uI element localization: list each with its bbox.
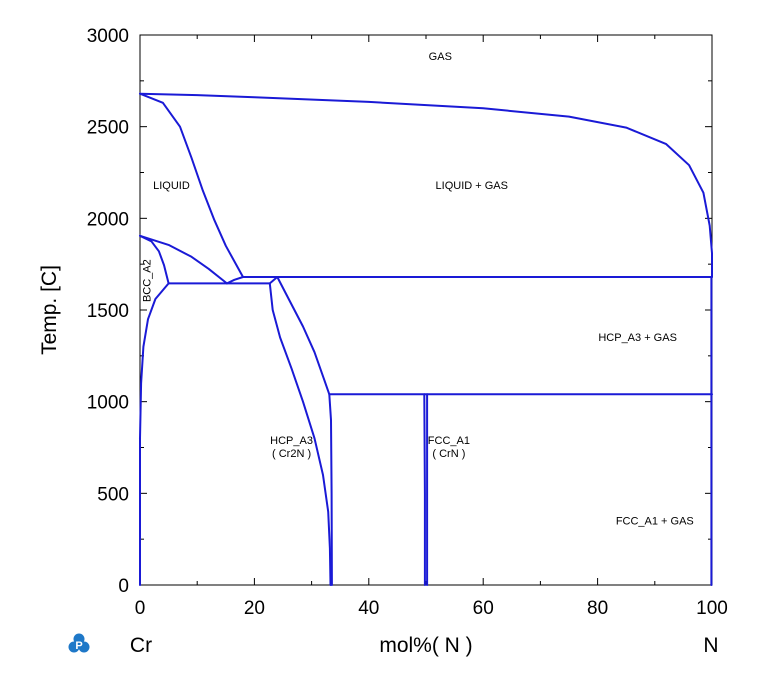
region-label: GAS <box>429 51 452 63</box>
phase-boundary-line <box>139 234 170 285</box>
x-axis-title: mol%( N ) <box>379 634 472 657</box>
y-tick-label: 1000 <box>87 393 129 414</box>
region-label: BCC_A2 <box>141 259 153 302</box>
x-tick-label: 40 <box>358 598 379 619</box>
region-label: LIQUID + GAS <box>436 180 508 192</box>
y-tick-label: 3000 <box>87 26 129 47</box>
region-label: HCP_A3 + GAS <box>598 332 677 344</box>
phase-boundary-line <box>225 276 713 285</box>
y-axis-title: Temp. [C] <box>38 265 61 355</box>
phase-boundary-line <box>423 393 426 586</box>
y-tick-label: 500 <box>97 484 129 505</box>
svg-text:P: P <box>75 640 82 652</box>
right-element-label: N <box>703 634 718 657</box>
phase-boundary-line <box>268 282 332 586</box>
software-logo-icon: P <box>68 633 90 653</box>
phase-boundary-line <box>276 276 333 586</box>
region-labels: GAS LIQUID LIQUID + GAS BCC_A2 HCP_A3 + GAS H… <box>141 51 693 528</box>
region-label: FCC_A1( CrN ) <box>428 435 470 460</box>
left-element-label: Cr <box>130 634 152 657</box>
axis-ticks <box>139 34 713 586</box>
phase-boundaries <box>139 92 713 586</box>
y-tick-label: 2000 <box>87 209 129 230</box>
region-label: HCP_A3( Cr2N ) <box>270 435 313 460</box>
y-tick-label: 0 <box>118 576 129 597</box>
x-tick-label: 20 <box>244 598 265 619</box>
x-tick-label: 60 <box>473 598 494 619</box>
x-tick-label: 80 <box>587 598 608 619</box>
x-tick-label: 0 <box>135 598 146 619</box>
region-label: LIQUID <box>153 180 190 192</box>
phase-boundary-line <box>139 92 244 278</box>
region-label: FCC_A1 + GAS <box>616 516 694 528</box>
phase-boundary-line <box>139 92 713 278</box>
y-tick-label: 1500 <box>87 301 129 322</box>
y-tick-label: 2500 <box>87 118 129 139</box>
plot-frame <box>139 34 713 586</box>
x-tick-label: 100 <box>696 598 728 619</box>
phase-boundary-line <box>139 282 170 440</box>
phase-boundary-line <box>139 234 228 285</box>
